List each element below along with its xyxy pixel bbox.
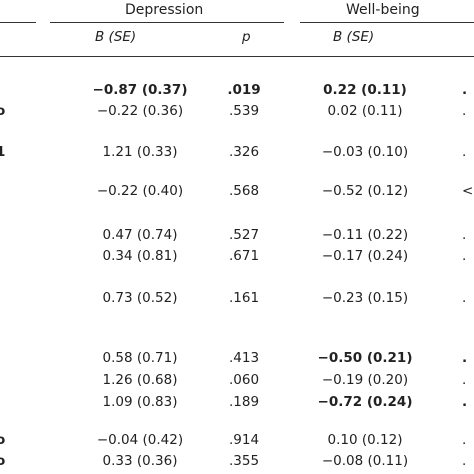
header-rule-wellbeing — [300, 22, 474, 23]
wellbeing-p-cell-fragment: . — [462, 372, 467, 388]
depression-b-se-cell: 0.58 (0.71) — [102, 350, 178, 366]
depression-b-se-cell: 1.09 (0.83) — [102, 394, 178, 410]
depression-header: Depression — [125, 2, 204, 18]
wellbeing-b-se-cell: 0.22 (0.11) — [323, 82, 407, 98]
wellbeing-p-cell-fragment: . — [462, 144, 467, 160]
depression-p-cell: .060 — [228, 372, 260, 388]
depression-p-cell: .355 — [228, 453, 260, 469]
wellbeing-b-se-cell: −0.17 (0.24) — [321, 248, 409, 264]
wellbeing-b-se-cell: −0.19 (0.20) — [321, 372, 409, 388]
wellbeing-p-cell-fragment: . — [462, 103, 467, 119]
wellbeing-p-cell-fragment: . — [462, 453, 467, 469]
depression-b-se-cell: −0.04 (0.42) — [96, 432, 184, 448]
depression-b-se-cell: 0.33 (0.36) — [102, 453, 178, 469]
row-label-fragment: , — [0, 372, 10, 388]
depression-b-se-cell: −0.22 (0.40) — [96, 183, 184, 199]
row-label-fragment: ' — [0, 227, 10, 243]
wellbeing-p-cell-fragment: . — [462, 248, 467, 264]
depression-p-cell: .539 — [228, 103, 260, 119]
depression-b-se-cell: 0.73 (0.52) — [102, 290, 178, 306]
wellbeing-b-se-cell: −0.03 (0.10) — [321, 144, 409, 160]
row-label-fragment: o — [0, 453, 6, 469]
row-label-fragment: , — [0, 290, 10, 306]
row-label-fragment: 1 — [0, 144, 6, 160]
row-label-fragment: , — [0, 350, 10, 366]
subheader-b-se-depression: B (SE) — [95, 29, 137, 45]
wellbeing-b-se-cell: −0.08 (0.11) — [321, 453, 409, 469]
depression-b-se-cell: −0.87 (0.37) — [92, 82, 188, 98]
wellbeing-p-cell-fragment: < — [462, 183, 474, 199]
subheader-b-se-wellbeing: B (SE) — [333, 29, 375, 45]
wellbeing-p-cell-fragment: . — [462, 82, 468, 98]
subheader-rule — [0, 56, 474, 57]
wellbeing-b-se-cell: −0.23 (0.15) — [321, 290, 409, 306]
row-label-fragment: o — [0, 432, 6, 448]
depression-b-se-cell: 1.26 (0.68) — [102, 372, 178, 388]
depression-p-cell: .161 — [228, 290, 260, 306]
depression-p-cell: .019 — [227, 82, 261, 98]
wellbeing-b-se-cell: 0.10 (0.12) — [327, 432, 403, 448]
depression-p-cell: .326 — [228, 144, 260, 160]
depression-b-se-cell: 0.47 (0.74) — [102, 227, 178, 243]
depression-p-cell: .568 — [228, 183, 260, 199]
row-label-fragment: o — [0, 103, 6, 119]
depression-p-cell: .189 — [228, 394, 260, 410]
header-rule-depression — [50, 22, 284, 23]
depression-p-cell: .914 — [228, 432, 260, 448]
wellbeing-b-se-cell: −0.11 (0.22) — [321, 227, 409, 243]
depression-p-cell: .413 — [228, 350, 260, 366]
wellbeing-b-se-cell: −0.50 (0.21) — [317, 350, 413, 366]
wellbeing-p-cell-fragment: . — [462, 227, 467, 243]
depression-b-se-cell: 0.34 (0.81) — [102, 248, 178, 264]
wellbeing-b-se-cell: 0.02 (0.11) — [327, 103, 403, 119]
depression-p-cell: .527 — [228, 227, 260, 243]
depression-b-se-cell: −0.22 (0.36) — [96, 103, 184, 119]
wellbeing-p-cell-fragment: . — [462, 432, 467, 448]
wellbeing-p-cell-fragment: . — [462, 350, 468, 366]
wellbeing-b-se-cell: −0.52 (0.12) — [321, 183, 409, 199]
wellbeing-p-cell-fragment: . — [462, 290, 467, 306]
well-being-header: Well-being — [346, 2, 420, 18]
depression-p-cell: .671 — [228, 248, 260, 264]
header-rule-left — [0, 22, 36, 23]
wellbeing-p-cell-fragment: . — [462, 394, 468, 410]
depression-b-se-cell: 1.21 (0.33) — [102, 144, 178, 160]
subheader-p-depression: p — [242, 29, 251, 45]
wellbeing-b-se-cell: −0.72 (0.24) — [317, 394, 413, 410]
